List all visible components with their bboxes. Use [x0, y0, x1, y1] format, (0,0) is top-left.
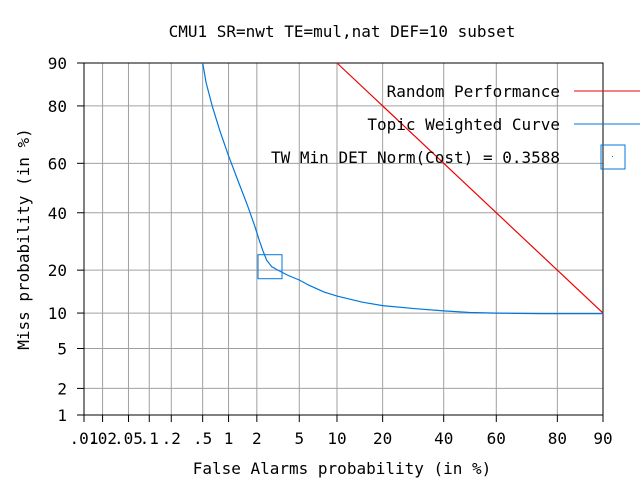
min-det-cost-marker	[257, 254, 283, 280]
x-tick-label: 60	[487, 429, 506, 448]
series-line-random-performance	[336, 62, 604, 314]
y-tick-label: 40	[48, 204, 67, 223]
y-tick-label: 1	[57, 406, 67, 425]
y-tick-label: 2	[57, 379, 67, 398]
legend-min-det-cost-dot	[612, 156, 613, 157]
series-layer	[202, 62, 604, 315]
x-tick-label: .02	[88, 429, 117, 448]
plot-frame	[83, 62, 604, 416]
y-tick-label: 60	[48, 154, 67, 173]
x-tick-labels: .01.02.05.1.2 .5 1 2 5 10 20 40 60 80 90	[70, 429, 613, 448]
annotation-layer	[257, 254, 283, 280]
x-tick-label: 40	[434, 429, 453, 448]
chart-title: CMU1 SR=nwt TE=mul,nat DEF=10 subset	[169, 22, 516, 41]
y-tick-label: 90	[48, 54, 67, 73]
x-tick-label: 2	[252, 429, 262, 448]
x-tick-label: 1	[224, 429, 234, 448]
x-tick-label: 10	[327, 429, 346, 448]
x-axis-label: False Alarms probability (in %)	[193, 459, 492, 478]
y-tick-label: 10	[48, 304, 67, 323]
y-tick-label: 80	[48, 97, 67, 116]
x-tick-label: .5	[193, 429, 212, 448]
x-tick-label: .1	[140, 429, 159, 448]
y-tick-labels: 1 2 5 10 20 40 60 80 90	[48, 54, 67, 425]
y-axis-label: Miss probability (in %)	[14, 128, 33, 350]
y-tick-label: 5	[57, 340, 67, 359]
legend: Random Performance Topic Weighted Curve …	[271, 82, 640, 170]
tick-marks	[77, 62, 604, 422]
x-tick-label: 80	[548, 429, 567, 448]
x-tick-label: 20	[373, 429, 392, 448]
y-tick-label: 20	[48, 261, 67, 280]
series-line-topic-weighted-curve	[202, 62, 603, 315]
x-tick-label: .01	[70, 429, 99, 448]
legend-min-det-cost-label: TW Min DET Norm(Cost) = 0.3588	[271, 148, 560, 167]
legend-min-det-cost-marker	[600, 144, 626, 170]
x-tick-label: .2	[162, 429, 181, 448]
grid	[84, 63, 603, 415]
legend-random-performance-label: Random Performance	[387, 82, 560, 101]
x-tick-label: .05	[114, 429, 143, 448]
x-tick-label: 5	[294, 429, 304, 448]
legend-topic-weighted-curve-label: Topic Weighted Curve	[367, 115, 560, 134]
x-tick-label: 90	[593, 429, 612, 448]
